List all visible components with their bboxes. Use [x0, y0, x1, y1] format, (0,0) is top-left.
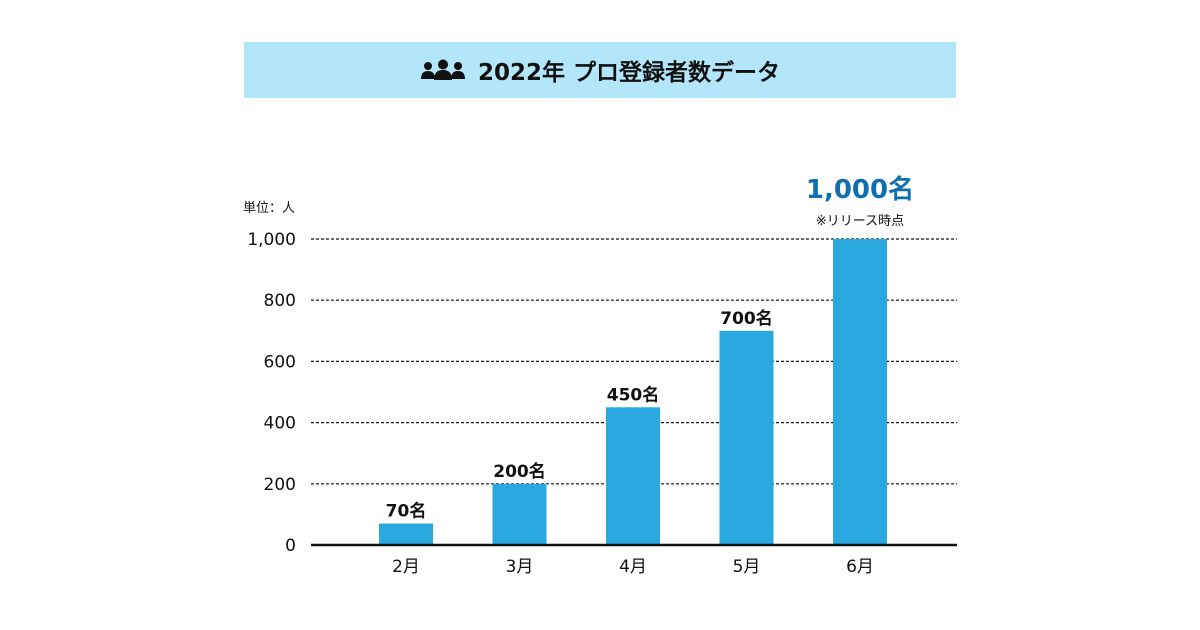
y-tick-label: 1,000 [247, 230, 296, 250]
y-tick-label: 0 [285, 536, 296, 556]
highlight-note: ※リリース時点 [816, 214, 904, 229]
title-banner: 2022年 プロ登録者数データ [244, 42, 956, 98]
bars [379, 239, 887, 545]
bar [379, 523, 433, 545]
bar [606, 407, 660, 545]
y-tick-label: 200 [264, 475, 296, 495]
data-label: 1,000名 [806, 174, 914, 205]
bar [492, 483, 547, 545]
bar [833, 239, 887, 545]
data-label: 70名 [386, 501, 427, 522]
x-tick-label: 2月 [392, 557, 420, 577]
x-tick-label: 3月 [506, 557, 534, 577]
data-label: 700名 [720, 308, 773, 329]
y-tick-label: 400 [264, 414, 296, 434]
y-tick-label: 600 [264, 352, 296, 372]
data-label: 200名 [493, 461, 546, 482]
data-label: 450名 [607, 384, 660, 405]
data-labels: 70名 200名 450名 700名 1,000名 ※リリース時点 [386, 174, 914, 522]
y-axis-ticks: 0 200 400 600 800 1,000 [247, 230, 296, 556]
y-tick-label: 800 [264, 291, 296, 311]
x-tick-label: 6月 [846, 557, 874, 577]
x-axis-ticks: 2月 3月 4月 5月 6月 [392, 557, 874, 577]
unit-label: 単位：人 [243, 200, 295, 216]
people-group-icon [420, 59, 465, 80]
x-tick-label: 4月 [619, 557, 647, 577]
chart-title: 2022年 プロ登録者数データ [477, 60, 781, 86]
x-tick-label: 5月 [733, 557, 761, 577]
bar [719, 330, 774, 545]
